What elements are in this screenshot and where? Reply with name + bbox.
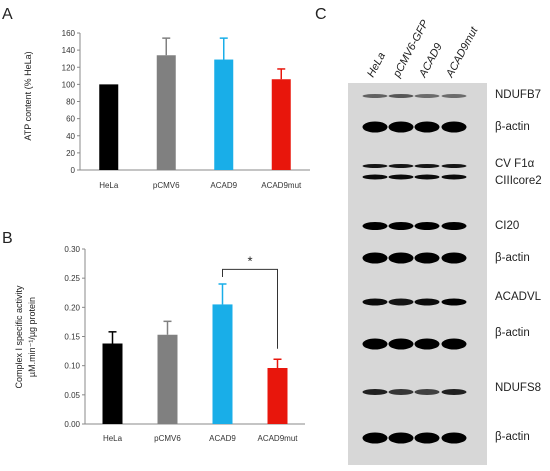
bar-pcmv6 [156, 55, 176, 171]
blot-label: ACADVL [495, 291, 542, 303]
blot-band [388, 252, 414, 264]
blot-band [414, 121, 440, 133]
lane-label: HeLa [365, 51, 388, 80]
blot-label: CV F1α [495, 158, 535, 170]
blot-band [414, 389, 440, 395]
blot-band [388, 389, 414, 395]
blot-label: NDUFB7 [495, 89, 541, 101]
y-tick-label: 0.15 [64, 333, 80, 342]
x-tick-label: ACAD9 [210, 181, 237, 190]
blot-band [441, 252, 467, 264]
y-tick-label: 0.10 [64, 362, 80, 371]
blot-band [388, 94, 414, 98]
blot-band [414, 222, 440, 230]
blot-label: β-actin [495, 252, 530, 264]
x-tick-label: ACAD9mut [257, 434, 298, 443]
blot-band [362, 164, 388, 168]
y-tick-label: 0.05 [64, 391, 80, 400]
chart-a-ylabel: ATP content (% HeLa) [23, 51, 33, 140]
blot-band [441, 121, 467, 133]
blot-membrane [348, 83, 487, 465]
y-tick-label: 0.20 [64, 303, 80, 312]
lane-label: ACAD9 [417, 41, 445, 80]
y-tick-label: 0.00 [64, 420, 80, 429]
blot-band [414, 338, 440, 350]
blot-band [362, 252, 388, 264]
panel-letter-b: B [2, 230, 13, 247]
y-tick-label: 160 [62, 29, 76, 38]
x-tick-label: ACAD9 [209, 434, 236, 443]
blot-band [362, 432, 388, 444]
blot-band [441, 94, 467, 98]
y-tick-label: 140 [62, 46, 76, 55]
blot-band [362, 174, 388, 180]
panel-letter-a: A [2, 6, 13, 23]
blot-band [441, 174, 467, 180]
y-tick-label: 120 [62, 63, 76, 72]
significance-bracket [222, 268, 278, 349]
blot-band [414, 432, 440, 444]
bar-hela [102, 343, 123, 424]
y-tick-label: 0.25 [64, 274, 80, 283]
blot-band [362, 338, 388, 350]
bar-hela [99, 84, 119, 170]
blot-band [441, 432, 467, 444]
y-tick-label: 0 [71, 166, 76, 175]
blot-band [441, 338, 467, 350]
blot-band [441, 389, 467, 395]
bar-acad9 [214, 59, 234, 171]
blot-band [388, 121, 414, 133]
x-tick-label: pCMV6 [154, 434, 181, 443]
blot-band [388, 222, 414, 230]
blot-band [388, 338, 414, 350]
blot-band [414, 164, 440, 168]
x-tick-label: ACAD9mut [261, 181, 302, 190]
y-tick-label: 80 [66, 98, 75, 107]
blot-band [414, 174, 440, 180]
blot-band [362, 298, 388, 306]
blot-label: CI20 [495, 220, 519, 232]
x-tick-label: HeLa [99, 181, 119, 190]
blot-band [388, 164, 414, 168]
chart-b-ylabel-line1: Complex I specific activity [14, 285, 24, 389]
blot-band [441, 298, 467, 306]
blot-label: β-actin [495, 327, 530, 339]
bar-acad9mut [271, 79, 291, 170]
blot-band [441, 164, 467, 168]
blot-band [441, 222, 467, 230]
panel-letter-c: C [315, 6, 327, 23]
blot-band [362, 121, 388, 133]
x-tick-label: pCMV6 [153, 181, 180, 190]
bar-acad9mut [267, 368, 288, 424]
blot-band [414, 252, 440, 264]
blot-band [388, 298, 414, 306]
blot-band [362, 222, 388, 230]
chart-a: ATP content (% HeLa) 0 20 40 60 80 100 120 140 1… [23, 29, 310, 190]
significance-star: * [247, 253, 252, 268]
bar-acad9 [212, 304, 233, 424]
blot-band [414, 298, 440, 306]
x-tick-label: HeLa [103, 434, 123, 443]
blot-label: β-actin [495, 121, 530, 133]
chart-b-ylabel-line2: µM.min⁻¹/µg protein [27, 297, 37, 377]
blot-band [362, 389, 388, 395]
blot-band [388, 432, 414, 444]
blot-membrane-shade [348, 83, 487, 465]
blot-band [388, 174, 414, 180]
y-tick-label: 20 [66, 149, 75, 158]
bar-pcmv6 [157, 334, 178, 424]
chart-b: Complex I specific activity µM.min⁻¹/µg … [14, 245, 305, 443]
blot-label: CIIIcore2 [495, 175, 542, 187]
y-tick-label: 60 [66, 115, 75, 124]
lane-label: ACAD9mut [444, 24, 481, 80]
y-tick-label: 100 [62, 80, 76, 89]
y-tick-label: 40 [66, 132, 75, 141]
blot-band [362, 94, 388, 98]
blot-label: β-actin [495, 431, 530, 443]
y-tick-label: 0.30 [64, 245, 80, 254]
blot-label: NDUFS8 [495, 382, 541, 394]
blot-band [414, 94, 440, 98]
